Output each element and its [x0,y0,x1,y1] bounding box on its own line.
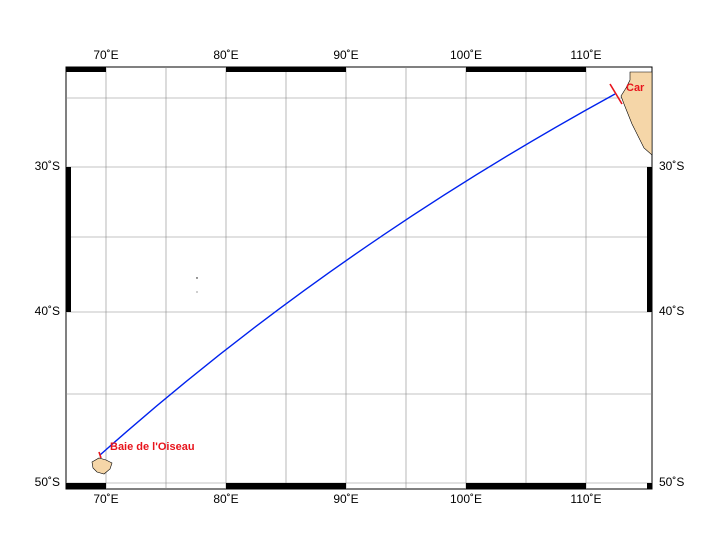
lat-label: 30˚S [659,159,684,173]
lon-label: 110˚E [570,492,601,506]
island [196,291,198,293]
lon-label: 80˚E [213,492,238,506]
frame-bar [66,483,71,489]
place-label: Car [626,82,645,94]
lon-label: 70˚E [93,492,118,506]
lon-label: 80˚E [213,48,238,62]
frame-bar [466,67,586,72]
kerguelen-island [91,457,113,475]
track-start-marker [98,451,102,459]
track-end-marker [609,83,623,105]
lon-label: 100˚E [450,492,482,506]
lon-label: 70˚E [93,48,118,62]
lat-label: 40˚S [659,304,684,318]
frame-bar [66,483,106,489]
lat-label: 50˚S [35,475,60,489]
frame-bar [226,67,346,72]
frame-bar [66,67,106,72]
frame-bar [466,483,586,489]
frame-bar [647,483,652,489]
frame-bar [647,167,652,312]
frame-bar [66,167,71,312]
lat-label: 40˚S [35,304,60,318]
lon-label: 110˚E [570,48,601,62]
place-label: Baie de l'Oiseau [110,441,195,453]
lon-label: 100˚E [450,48,482,62]
lat-label: 30˚S [35,159,60,173]
lat-label: 50˚S [659,475,684,489]
frame-bar [226,483,346,489]
graticule [66,67,652,489]
lon-label: 90˚E [333,48,358,62]
map-frame [65,66,653,490]
lon-label: 90˚E [333,492,358,506]
australia-coast [620,71,653,156]
island [196,277,198,279]
track-line [99,93,616,456]
